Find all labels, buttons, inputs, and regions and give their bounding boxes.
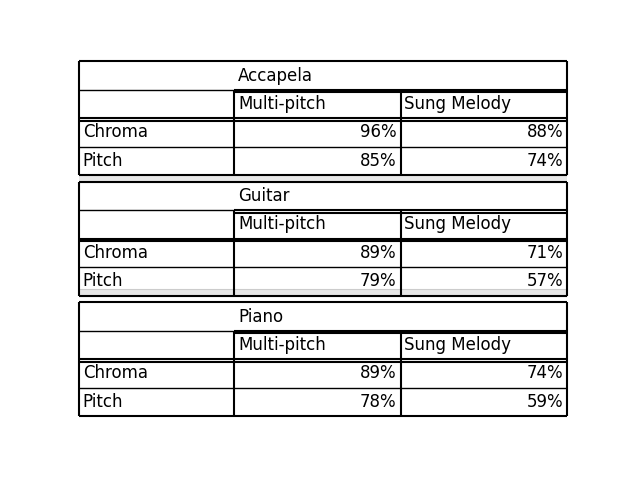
Text: 89%: 89% [360,244,397,262]
Text: Chroma: Chroma [83,123,147,142]
Text: 79%: 79% [360,272,397,290]
Text: Pitch: Pitch [83,393,123,411]
Text: 78%: 78% [360,393,397,411]
Text: Chroma: Chroma [83,364,147,383]
Text: Sung Melody: Sung Melody [404,95,512,113]
Text: Sung Melody: Sung Melody [404,216,512,233]
Text: Piano: Piano [238,308,283,325]
Text: 85%: 85% [360,152,397,170]
Bar [79,289,567,296]
Text: Multi-pitch: Multi-pitch [238,336,326,354]
Text: Multi-pitch: Multi-pitch [238,95,326,113]
Text: 88%: 88% [527,123,563,142]
Text: 59%: 59% [527,393,563,411]
Text: Chroma: Chroma [83,244,147,262]
Text: Sung Melody: Sung Melody [404,336,512,354]
Text: 89%: 89% [360,364,397,383]
Text: 96%: 96% [360,123,397,142]
Text: Pitch: Pitch [83,272,123,290]
Text: 57%: 57% [527,272,563,290]
Bar [79,175,567,182]
Text: Multi-pitch: Multi-pitch [238,216,326,233]
Text: Accapela: Accapela [238,67,313,84]
Text: 74%: 74% [527,364,563,383]
Text: Guitar: Guitar [238,187,289,205]
Text: 74%: 74% [527,152,563,170]
Text: Pitch: Pitch [83,152,123,170]
Text: 71%: 71% [526,244,563,262]
